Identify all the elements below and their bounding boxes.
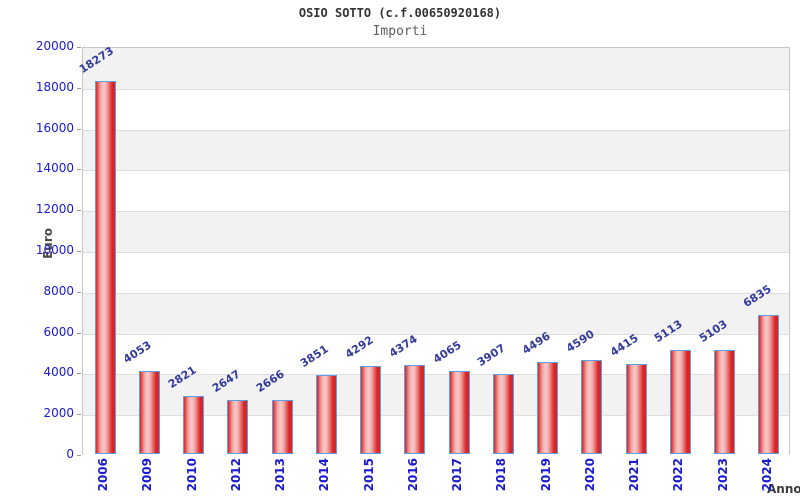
chart-subtitle: Importi <box>372 24 428 39</box>
y-tick-label: 4000 <box>43 365 74 380</box>
y-tick-mark <box>77 47 81 48</box>
x-tick-label: 2019 <box>538 458 553 492</box>
bar-2013 <box>271 399 293 454</box>
gridline <box>83 129 789 131</box>
x-tick-label: 2017 <box>450 458 465 492</box>
y-tick-label: 8000 <box>43 283 74 298</box>
gridline <box>83 333 789 335</box>
y-tick-label: 20000 <box>35 39 74 53</box>
x-tick-label: 2010 <box>184 458 199 492</box>
x-tick-label: 2006 <box>96 458 111 492</box>
bar-2009 <box>138 371 160 454</box>
bar-2010 <box>183 396 205 454</box>
gridline <box>83 252 789 253</box>
bar-2016 <box>404 364 426 454</box>
y-tick-mark <box>77 87 81 89</box>
y-tick-label: 16000 <box>35 120 74 135</box>
bar-2019 <box>537 362 559 454</box>
gridline <box>83 292 789 294</box>
y-tick-label: 10000 <box>35 243 74 257</box>
x-tick-label: 2015 <box>361 458 376 492</box>
plot-band <box>83 88 789 130</box>
y-tick-mark <box>77 455 81 456</box>
x-tick-label: 2013 <box>273 458 288 492</box>
y-tick-label: 14000 <box>35 161 74 176</box>
plot-band <box>83 292 789 334</box>
bar-2017 <box>448 371 470 454</box>
bar-2006 <box>94 81 116 454</box>
y-tick-mark <box>77 210 81 212</box>
bar-2022 <box>669 349 691 454</box>
x-tick-label: 2021 <box>627 458 642 492</box>
y-tick-mark <box>77 169 81 171</box>
plot-band <box>83 129 789 171</box>
y-tick-mark <box>77 332 81 334</box>
x-tick-label: 2009 <box>140 458 155 492</box>
x-axis-title: Anno <box>767 482 800 496</box>
plot-band <box>83 48 789 89</box>
y-tick-label: 0 <box>66 447 74 461</box>
x-tick-label: 2020 <box>582 458 597 492</box>
bar-2020 <box>581 360 603 454</box>
y-tick-mark <box>77 414 81 416</box>
gridline <box>83 415 789 417</box>
plot-band <box>83 211 789 252</box>
x-tick-label: 2016 <box>405 458 420 492</box>
bar-2018 <box>492 374 514 454</box>
chart-title: OSIO SOTTO (c.f.00650920168) <box>298 6 502 20</box>
x-tick-label: 2012 <box>228 458 243 492</box>
x-tick-label: 2023 <box>715 458 730 492</box>
bar-2021 <box>625 363 647 454</box>
y-tick-mark <box>77 128 81 130</box>
bar-2012 <box>227 400 249 454</box>
y-tick-label: 12000 <box>35 202 74 217</box>
y-tick-label: 18000 <box>35 79 74 94</box>
x-tick-label: 2022 <box>671 458 686 492</box>
plot-band <box>83 252 789 293</box>
y-tick-mark <box>77 291 81 293</box>
plot-area: 18273 4053 2821 2647 2666 3851 4292 4374 4065 390… <box>77 44 790 456</box>
gridline <box>83 374 789 376</box>
bar-2023 <box>714 349 736 454</box>
x-tick-label: 2024 <box>759 458 774 492</box>
x-tick-label: 2018 <box>494 458 509 492</box>
y-tick-mark <box>77 373 81 375</box>
y-tick-mark <box>77 251 81 252</box>
bar-2024 <box>758 314 780 454</box>
y-tick-label: 2000 <box>43 406 74 421</box>
y-tick-label: 6000 <box>43 324 74 339</box>
bar-2015 <box>360 366 382 454</box>
gridline <box>83 211 789 213</box>
gridline <box>83 88 789 90</box>
gridline <box>83 170 789 172</box>
bar-2014 <box>315 375 337 454</box>
plot-band <box>83 170 789 212</box>
x-tick-label: 2014 <box>317 458 332 492</box>
